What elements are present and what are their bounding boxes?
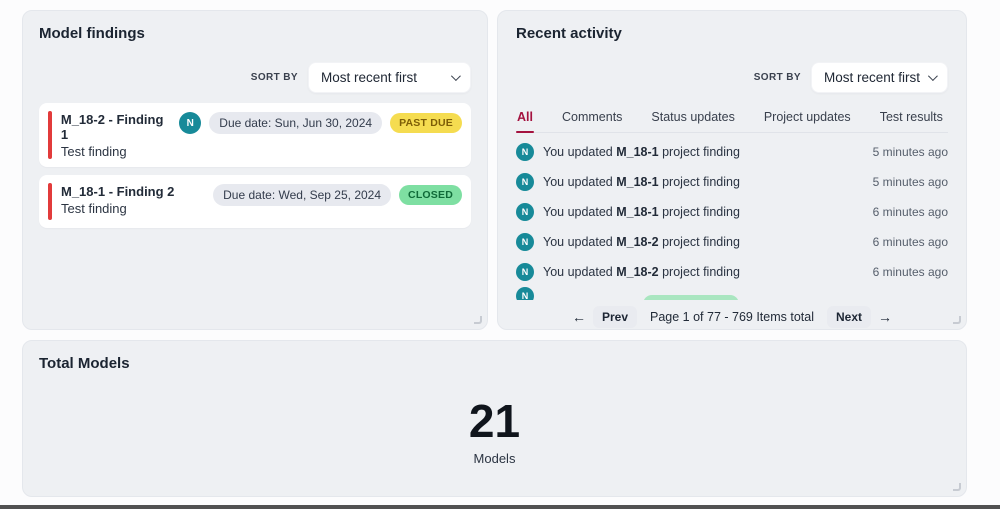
avatar: N	[516, 263, 534, 281]
due-date-pill: Due date: Sun, Jun 30, 2024	[209, 112, 383, 134]
activity-time: 6 minutes ago	[872, 235, 948, 249]
finding-subtitle: Test finding	[61, 201, 127, 216]
sort-dropdown-value: Most recent first	[823, 70, 920, 85]
sort-by-label: SORT BY	[753, 72, 801, 83]
next-page-button[interactable]: Next →	[827, 306, 892, 328]
avatar: N	[516, 143, 534, 161]
model-id: M_18-2	[616, 265, 659, 279]
arrow-right-icon: →	[878, 309, 893, 325]
chevron-down-icon	[927, 71, 938, 82]
recent-activity-sort-dropdown[interactable]: Most recent first	[810, 62, 948, 93]
model-findings-sort-dropdown[interactable]: Most recent first	[308, 62, 471, 93]
total-models-title: Total Models	[39, 355, 130, 372]
pagination: ← Prev Page 1 of 77 - 769 Items total Ne…	[516, 306, 948, 328]
model-id: M_18-2	[616, 235, 659, 249]
activity-row[interactable]: N You updated M_18-2 project finding 6 m…	[516, 257, 948, 287]
avatar: N	[516, 287, 534, 300]
sort-by-label: SORT BY	[250, 72, 298, 83]
tab-comments[interactable]: Comments	[561, 110, 623, 124]
recent-activity-panel: Recent activity SORT BY Most recent firs…	[497, 10, 967, 330]
total-models-panel: Total Models 21 Models	[22, 340, 967, 497]
finding-title: M_18-2 - Finding 1	[60, 112, 164, 142]
window-edge-bar	[0, 505, 1000, 509]
activity-time: 6 minutes ago	[872, 205, 948, 219]
total-models-value: 21	[468, 395, 521, 447]
severity-bar	[48, 111, 52, 159]
recent-activity-title: Recent activity	[516, 25, 622, 42]
next-label: Next	[827, 306, 872, 328]
tab-test-results[interactable]: Test results	[879, 110, 943, 124]
avatar: N	[516, 203, 534, 221]
activity-text: You updated M_18-1 project finding	[543, 175, 740, 189]
sort-dropdown-value: Most recent first	[321, 70, 418, 85]
model-id: M_18-1	[616, 175, 659, 189]
total-models-label: Models	[473, 450, 516, 466]
model-findings-sort-row: SORT BY Most recent first	[39, 62, 471, 93]
finding-card[interactable]: M_18-1 - Finding 2 Test finding Due date…	[39, 175, 471, 228]
finding-card[interactable]: M_18-2 - Finding 1 Test finding N Due da…	[39, 103, 471, 167]
prev-page-button[interactable]: ← Prev	[572, 306, 637, 328]
chevron-down-icon	[450, 71, 461, 82]
status-badge-partial	[643, 295, 739, 300]
finding-subtitle: Test finding	[60, 144, 127, 159]
model-findings-title: Model findings	[39, 25, 145, 42]
activity-time: 5 minutes ago	[872, 145, 948, 159]
model-id: M_18-1	[616, 205, 659, 219]
activity-row[interactable]: N You updated M_18-1 project finding 5 m…	[516, 167, 948, 197]
activity-row-partial[interactable]: N	[516, 287, 948, 300]
finding-cards: M_18-2 - Finding 1 Test finding N Due da…	[39, 103, 471, 228]
resize-grip-icon[interactable]	[953, 483, 961, 491]
status-badge: CLOSED	[399, 185, 462, 205]
dashboard: Model findings SORT BY Most recent first…	[22, 10, 967, 497]
activity-text: You updated M_18-2 project finding	[543, 235, 740, 249]
activity-text: You updated M_18-1 project finding	[543, 205, 740, 219]
activity-row[interactable]: N You updated M_18-1 project finding 5 m…	[516, 137, 948, 167]
top-row: Model findings SORT BY Most recent first…	[22, 10, 967, 330]
activity-list: N You updated M_18-1 project finding 5 m…	[516, 137, 948, 300]
resize-grip-icon[interactable]	[953, 316, 961, 324]
total-models-stat: 21 Models	[39, 396, 950, 466]
avatar: N	[516, 173, 534, 191]
arrow-left-icon: ←	[571, 309, 586, 325]
prev-label: Prev	[592, 306, 637, 328]
finding-texts: M_18-1 - Finding 2 Test finding	[61, 183, 174, 216]
activity-time: 5 minutes ago	[872, 175, 948, 189]
avatar[interactable]: N	[179, 112, 202, 134]
activity-row[interactable]: N You updated M_18-1 project finding 6 m…	[516, 197, 948, 227]
finding-title: M_18-1 - Finding 2	[61, 184, 175, 199]
activity-row[interactable]: N You updated M_18-2 project finding 6 m…	[516, 227, 948, 257]
severity-bar	[48, 183, 52, 220]
due-date-pill: Due date: Wed, Sep 25, 2024	[213, 184, 392, 206]
tab-project-updates[interactable]: Project updates	[763, 110, 851, 124]
status-badge: PAST DUE	[390, 113, 462, 133]
resize-grip-icon[interactable]	[474, 316, 482, 324]
activity-time: 6 minutes ago	[872, 265, 948, 279]
activity-tabs: All Comments Status updates Project upda…	[516, 106, 948, 133]
finding-texts: M_18-2 - Finding 1 Test finding	[61, 111, 170, 159]
activity-text: You updated M_18-1 project finding	[543, 145, 740, 159]
activity-text: You updated M_18-2 project finding	[543, 265, 740, 279]
avatar: N	[516, 233, 534, 251]
tab-all[interactable]: All	[516, 106, 534, 133]
model-findings-panel: Model findings SORT BY Most recent first…	[22, 10, 488, 330]
model-id: M_18-1	[616, 145, 659, 159]
finding-meta: N Due date: Sun, Jun 30, 2024 PAST DUE	[179, 112, 462, 134]
finding-meta: Due date: Wed, Sep 25, 2024 CLOSED	[213, 184, 462, 206]
page-info: Page 1 of 77 - 769 Items total	[650, 310, 814, 324]
recent-activity-sort-row: SORT BY Most recent first	[516, 62, 948, 93]
tab-status-updates[interactable]: Status updates	[651, 110, 735, 124]
